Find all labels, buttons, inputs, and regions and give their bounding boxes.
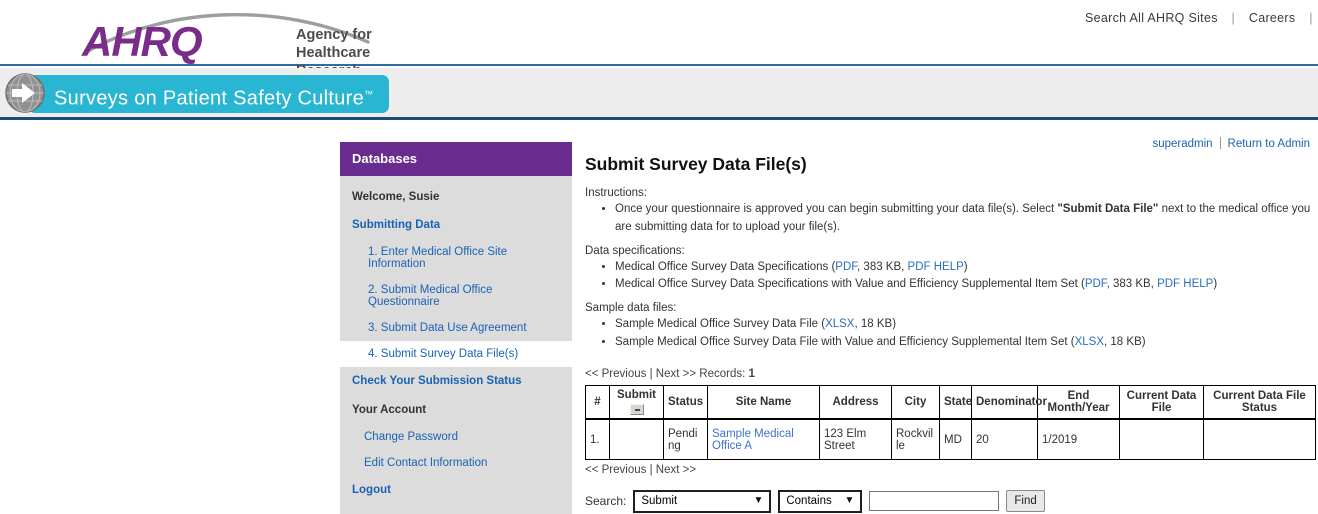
admin-bar: superadmin Return to Admin [1152, 137, 1310, 150]
search-operator-select[interactable]: Contains [780, 491, 861, 511]
records-label: Records: [699, 367, 746, 380]
col-header-status: Status [663, 384, 708, 421]
col-header-end-month-year: End Month/Year [1037, 384, 1120, 421]
cell-submit [609, 418, 664, 460]
pdf-link[interactable]: PDF [835, 260, 858, 273]
pdf-link[interactable]: PDF [1084, 278, 1107, 291]
submissions-table: # Submit Status Site Name Address City S… [585, 384, 1316, 460]
ahrq-swoosh-icon: AHRQ [81, 13, 370, 66]
sample-files-list: Sample Medical Office Survey Data File (… [585, 316, 1318, 352]
top-nav: Search All AHRQ Sites | Careers | C [1085, 11, 1318, 25]
site-name-link[interactable]: Sample Medical Office A [712, 427, 794, 452]
col-header-num: # [585, 384, 610, 421]
col-header-city: City [891, 384, 940, 421]
xlsx-link[interactable]: XLSX [825, 318, 855, 331]
next-link[interactable]: Next >> [655, 367, 697, 380]
search-bar: Search: Submit ▼ Contains ▼ Find [585, 489, 1318, 513]
pagination-separator: | [649, 367, 653, 380]
pagination-top: << Previous | Next >> Records: 1 [585, 368, 1318, 380]
sample-files-label: Sample data files: [585, 302, 677, 315]
sample-file-bullet: Sample Medical Office Survey Data File w… [615, 334, 1318, 352]
xlsx-link[interactable]: XLSX [1074, 336, 1105, 349]
data-specs-label: Data specifications: [585, 244, 685, 257]
sidebar-item-check-submission-status[interactable]: Check Your Submission Status [352, 375, 522, 387]
instructions-list: Once your questionnaire is approved you … [585, 201, 1318, 237]
data-spec-bullet: Medical Office Survey Data Specification… [615, 259, 1318, 277]
admin-divider [1219, 137, 1221, 149]
return-to-admin-link[interactable]: Return to Admin [1227, 138, 1310, 150]
cell-end-month-year: 1/2019 [1037, 418, 1120, 460]
pdf-help-link[interactable]: PDF HELP [907, 260, 964, 273]
cell-site-name: Sample Medical Office A [707, 418, 820, 460]
search-label: Search: [585, 494, 627, 509]
site-header: AHRQ Agency for Healthcare Research and … [0, 0, 1318, 97]
welcome-text: Welcome, Susie [352, 191, 440, 203]
previous-link[interactable]: << Previous [585, 367, 647, 380]
previous-link[interactable]: << Previous [585, 463, 647, 476]
sort-button[interactable] [629, 404, 644, 416]
find-button[interactable]: Find [1006, 490, 1045, 513]
col-header-current-data-file-status: Current Data File Status [1203, 384, 1316, 421]
sops-banner: Surveys on Patient Safety Culture™ [28, 75, 390, 113]
col-header-state: State [939, 384, 972, 421]
cell-address: 123 Elm Street [819, 418, 892, 460]
sidebar-item-edit-contact-information[interactable]: Edit Contact Information [364, 457, 488, 469]
nav-separator: | [1309, 11, 1313, 25]
table-header-row: # Submit Status Site Name Address City S… [585, 384, 1316, 421]
nav-careers[interactable]: Careers [1248, 11, 1296, 25]
cell-current-data-file [1119, 418, 1204, 460]
col-header-site-name: Site Name [707, 384, 820, 421]
col-header-current-data-file: Current Data File [1119, 384, 1204, 421]
col-header-submit: Submit [609, 384, 664, 421]
search-field-select[interactable]: Submit [635, 491, 770, 511]
cell-current-data-file-status [1203, 418, 1316, 460]
nav-separator: | [1231, 11, 1236, 25]
nav-search-all-ahrq-sites[interactable]: Search All AHRQ Sites [1085, 11, 1218, 25]
next-link[interactable]: Next >> [655, 463, 697, 476]
sidebar-item-change-password[interactable]: Change Password [364, 431, 458, 443]
sidebar-header-databases: Databases [340, 142, 572, 176]
ahrq-logo[interactable]: AHRQ Agency for Healthcare Research and … [68, 2, 378, 97]
sidebar-item-submit-questionnaire[interactable]: 2. Submit Medical Office Questionnaire [368, 284, 493, 308]
ahrq-acronym: AHRQ [81, 18, 202, 64]
cell-denominator: 20 [971, 418, 1038, 460]
instructions-label: Instructions: [585, 187, 647, 199]
col-header-address: Address [819, 384, 892, 421]
sidebar-item-logout[interactable]: Logout [352, 484, 391, 496]
instructions-bullet: Once your questionnaire is approved you … [615, 201, 1318, 237]
sidebar: Databases Welcome, Susie Submitting Data… [340, 142, 572, 514]
cell-city: Rockville [891, 418, 940, 460]
col-header-denominator: Denominator [971, 384, 1047, 421]
sample-file-bullet: Sample Medical Office Survey Data File (… [615, 316, 1318, 334]
cell-num: 1. [585, 418, 610, 460]
table-row: 1. Pending Sample Medical Office A 123 E… [585, 418, 1316, 460]
cell-state: MD [939, 418, 972, 460]
sidebar-item-submit-data-use-agreement[interactable]: 3. Submit Data Use Agreement [368, 322, 527, 334]
pagination-bottom: << Previous | Next >> [585, 464, 1318, 476]
sops-banner-title: Surveys on Patient Safety Culture [54, 87, 365, 110]
sidebar-section-your-account: Your Account [352, 404, 427, 416]
sidebar-menu: Welcome, Susie Submitting Data 1. Enter … [340, 176, 572, 514]
cell-status: Pending [663, 418, 708, 460]
search-input[interactable] [869, 491, 1000, 512]
page-title: Submit Survey Data File(s) [585, 154, 807, 174]
program-band: Surveys on Patient Safety Culture™ [0, 68, 1318, 120]
sidebar-item-submit-survey-data-files[interactable]: 4. Submit Survey Data File(s) [340, 341, 572, 367]
data-specs-list: Medical Office Survey Data Specification… [585, 259, 1318, 295]
data-spec-bullet: Medical Office Survey Data Specification… [615, 276, 1318, 294]
records-count: 1 [748, 367, 755, 380]
sidebar-item-enter-site-information[interactable]: 1. Enter Medical Office Site Information [368, 246, 508, 270]
sidebar-item-submitting-data[interactable]: Submitting Data [352, 219, 441, 231]
main-content: Submit Survey Data File(s) Instructions:… [585, 146, 1318, 513]
username-link[interactable]: superadmin [1152, 138, 1213, 150]
trademark: ™ [364, 89, 374, 99]
pdf-help-link[interactable]: PDF HELP [1157, 278, 1214, 291]
pagination-separator: | [649, 463, 653, 476]
globe-arrow-icon [5, 73, 45, 113]
